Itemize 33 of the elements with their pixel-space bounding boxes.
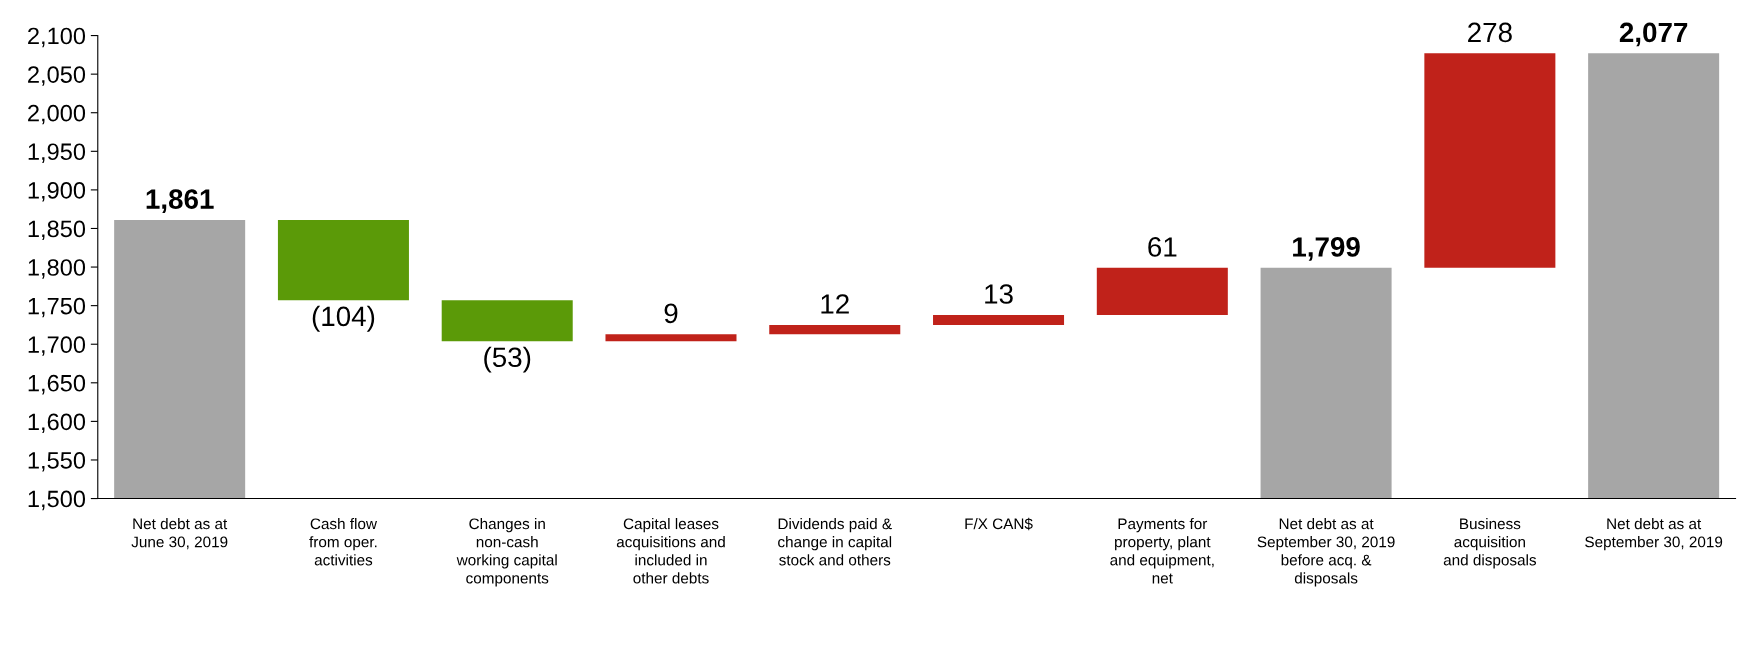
- x-tick-label: Changes in non-cash working capital components: [456, 518, 557, 587]
- y-tick-label: 1,700: [28, 336, 86, 356]
- x-tick-label: Capital leases acquisitions and included in other debts: [616, 518, 725, 584]
- data-label: (104): [312, 305, 375, 332]
- y-tick-label: 1,800: [28, 259, 86, 279]
- data-label: 61: [1148, 237, 1177, 257]
- y-tick-label: 1,900: [28, 181, 86, 202]
- data-label: 9: [664, 303, 678, 324]
- data-label: 2,077: [1619, 22, 1688, 47]
- data-label: 1,799: [1293, 237, 1360, 261]
- x-tick-label: Dividends paid & change in capital stock and others: [778, 518, 892, 566]
- x-tick-label: Net debt as at September 30, 2019: [1585, 518, 1723, 551]
- data-label: 278: [1468, 22, 1512, 43]
- data-label: 12: [821, 294, 849, 314]
- y-tick-label: 1,550: [28, 452, 86, 472]
- data-label: 13: [985, 284, 1013, 304]
- data-label: 1,861: [146, 189, 214, 213]
- x-tick-label: Net debt as at September 30, 2019 before acq. & disposals: [1257, 518, 1395, 587]
- data-label: (53): [484, 346, 531, 373]
- y-tick-label: 2,000: [28, 104, 86, 125]
- y-tick-label: 1,750: [28, 297, 86, 318]
- y-tick-label: 1,500: [28, 490, 86, 511]
- x-tick-label: F/X CAN$: [965, 517, 1033, 531]
- x-tick-label: Cash flow from oper. activities: [309, 518, 378, 566]
- y-tick-label: 1,950: [28, 143, 86, 163]
- x-tick-label: Net debt as at June 30, 2019: [131, 518, 228, 550]
- y-tick-label: 2,100: [28, 27, 86, 48]
- y-tick-label: 1,850: [28, 220, 86, 241]
- y-tick-label: 2,050: [28, 66, 86, 86]
- y-tick-label: 1,600: [28, 413, 86, 433]
- x-tick-label: Payments for property, plant and equipment, net: [1110, 518, 1214, 584]
- x-tick-label: Business acquisition and disposals: [1443, 518, 1537, 569]
- y-tick-label: 1,650: [28, 374, 86, 395]
